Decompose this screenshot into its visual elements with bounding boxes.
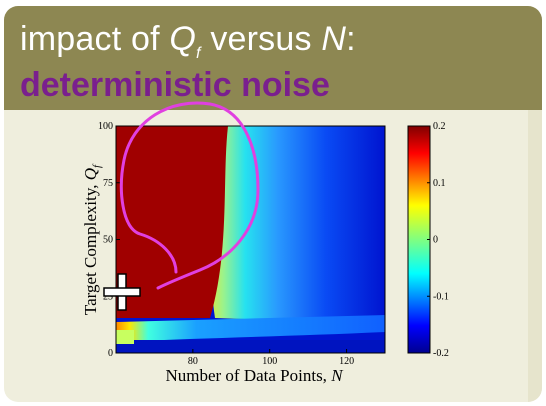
y-tick-label: 100 [98, 121, 113, 132]
colorbar-tick-label: 0.2 [433, 121, 446, 132]
x-tick-label: 80 [188, 356, 198, 367]
colorbar-tick-label: -0.1 [433, 291, 449, 302]
y-axis-label-var: Q [81, 168, 100, 180]
y-axis-label-sub: f [91, 163, 103, 168]
x-tick-group: 80 100 120 [188, 349, 354, 367]
y-tick-label: 75 [103, 178, 113, 189]
colorbar-tick-label: 0 [433, 235, 438, 246]
title-var-q: Q [169, 20, 197, 58]
slide-header: impact of Qf versus N: deterministic noi… [4, 6, 542, 110]
heatmap-area [116, 126, 385, 353]
slide-edge-strip [528, 110, 542, 402]
slide-subtitle: deterministic noise [20, 66, 330, 104]
heatmap-low-q-band [116, 315, 385, 342]
title-mid: versus [200, 20, 322, 58]
y-axis-label-text: Target Complexity, [81, 180, 100, 315]
move-cursor-icon [103, 273, 141, 311]
x-tick-label: 100 [262, 356, 277, 367]
heatmap-bottom-strip [116, 340, 385, 353]
colorbar-tick-label: 0.1 [433, 178, 446, 189]
y-tick-label: 50 [103, 235, 113, 246]
x-tick-label: 120 [339, 356, 354, 367]
slide-title: impact of Qf versus N: [20, 20, 356, 63]
x-axis-label: Number of Data Points, N [165, 366, 344, 385]
colorbar [407, 125, 431, 354]
colorbar-tick-label: -0.2 [433, 348, 449, 359]
x-axis-label-text: Number of Data Points, [165, 366, 331, 385]
y-tick-label: 0 [108, 348, 113, 359]
x-axis-label-var: N [330, 366, 344, 385]
annotation-loop [119, 101, 260, 290]
title-var-n: N [321, 20, 347, 58]
y-axis-label: Target Complexity, Qf [81, 163, 103, 315]
slide: impact of Qf versus N: deterministic noi… [4, 6, 542, 402]
heatmap-bottom-left-spot [116, 330, 134, 344]
title-suffix: : [346, 20, 356, 58]
title-prefix: impact of [20, 20, 170, 58]
title-var-sub: f [196, 45, 201, 62]
colorbar-tick-group: 0.2 0.1 0 -0.1 -0.2 [427, 121, 449, 359]
